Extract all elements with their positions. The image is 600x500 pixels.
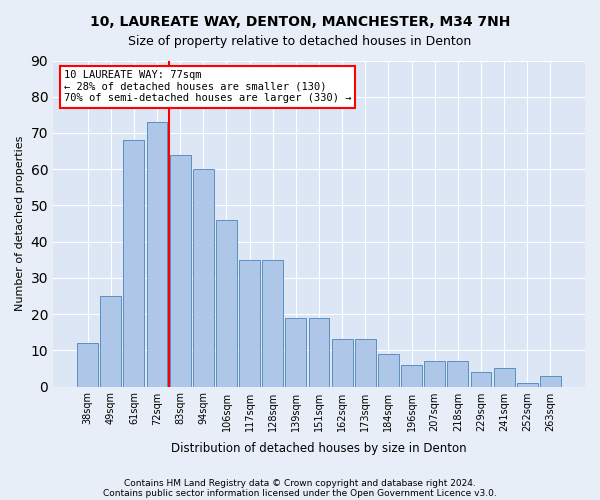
Text: Contains public sector information licensed under the Open Government Licence v3: Contains public sector information licen… bbox=[103, 488, 497, 498]
Bar bbox=[517, 383, 538, 386]
Bar bbox=[424, 361, 445, 386]
Bar bbox=[170, 154, 191, 386]
Bar bbox=[308, 318, 329, 386]
Text: 10, LAUREATE WAY, DENTON, MANCHESTER, M34 7NH: 10, LAUREATE WAY, DENTON, MANCHESTER, M3… bbox=[90, 15, 510, 29]
Bar bbox=[262, 260, 283, 386]
Bar bbox=[286, 318, 306, 386]
Text: Size of property relative to detached houses in Denton: Size of property relative to detached ho… bbox=[128, 35, 472, 48]
Bar bbox=[448, 361, 468, 386]
Bar bbox=[146, 122, 167, 386]
Bar bbox=[124, 140, 145, 386]
Bar bbox=[77, 343, 98, 386]
X-axis label: Distribution of detached houses by size in Denton: Distribution of detached houses by size … bbox=[171, 442, 467, 455]
Y-axis label: Number of detached properties: Number of detached properties bbox=[15, 136, 25, 311]
Bar bbox=[216, 220, 237, 386]
Bar bbox=[401, 365, 422, 386]
Bar bbox=[470, 372, 491, 386]
Bar bbox=[239, 260, 260, 386]
Bar bbox=[540, 376, 561, 386]
Bar bbox=[332, 340, 353, 386]
Bar bbox=[355, 340, 376, 386]
Text: Contains HM Land Registry data © Crown copyright and database right 2024.: Contains HM Land Registry data © Crown c… bbox=[124, 478, 476, 488]
Bar bbox=[494, 368, 515, 386]
Text: 10 LAUREATE WAY: 77sqm
← 28% of detached houses are smaller (130)
70% of semi-de: 10 LAUREATE WAY: 77sqm ← 28% of detached… bbox=[64, 70, 351, 104]
Bar bbox=[378, 354, 399, 386]
Bar bbox=[100, 296, 121, 386]
Bar bbox=[193, 169, 214, 386]
